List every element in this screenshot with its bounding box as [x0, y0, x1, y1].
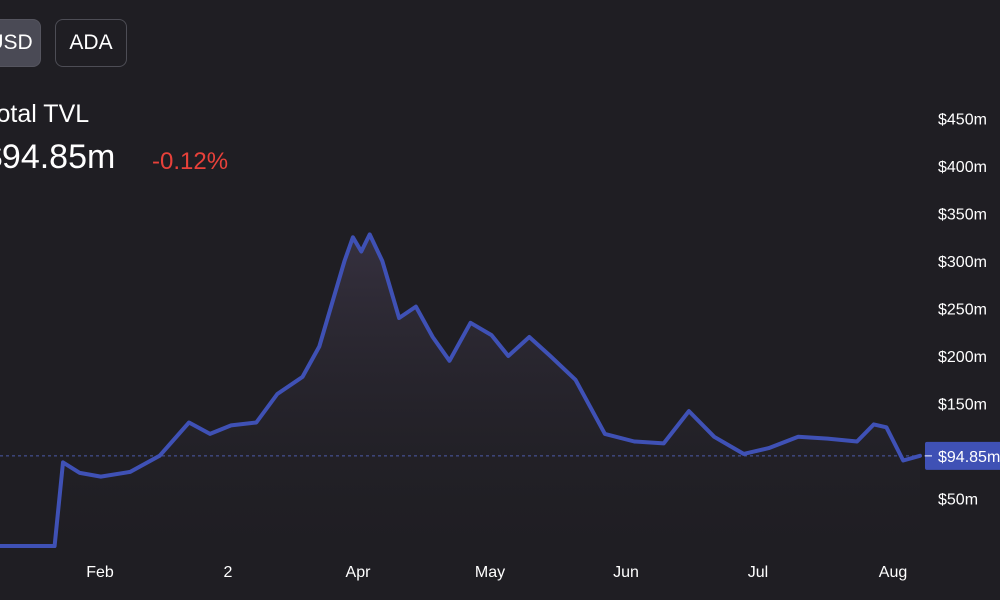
current-value-tag: $94.85m: [925, 441, 1000, 470]
x-tick-label: Apr: [346, 564, 372, 581]
usd-toggle-button[interactable]: USD: [0, 19, 41, 67]
y-tick-label: $50m: [938, 492, 978, 509]
y-tick-label: $200m: [938, 349, 987, 366]
change-percent: -0.12%: [152, 148, 229, 175]
y-tick-label: $450m: [938, 112, 987, 129]
y-tick-label: $350m: [938, 207, 987, 224]
y-tick-label: $250m: [938, 302, 987, 319]
tvl-line-series: [0, 232, 922, 548]
tvl-area-fill: [0, 234, 920, 546]
y-tick-label: $300m: [938, 254, 987, 271]
current-value-tag-bg: [925, 441, 1000, 470]
x-tick-label: Jun: [613, 564, 639, 581]
y-tick-label: $150m: [938, 397, 987, 414]
x-tick-label: Aug: [879, 564, 907, 581]
x-tick-label: May: [475, 564, 505, 581]
ada-toggle-button[interactable]: ADA: [55, 19, 127, 67]
chart-title: Total TVL: [0, 100, 90, 128]
current-value-tag-label: $94.85m: [938, 449, 1000, 466]
y-tick-label: $400m: [938, 159, 987, 176]
x-tick-label: Feb: [86, 564, 114, 581]
x-tick-label: Jul: [748, 564, 768, 581]
x-tick-label: 2: [224, 564, 233, 581]
current-value: $94.85m: [0, 138, 116, 176]
